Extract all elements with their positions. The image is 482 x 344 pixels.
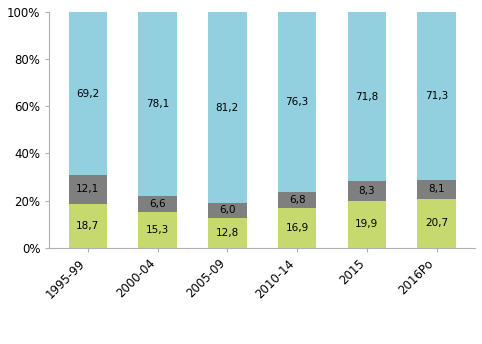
- Text: 6,0: 6,0: [219, 205, 236, 215]
- Text: 76,3: 76,3: [285, 97, 308, 107]
- Text: 19,9: 19,9: [355, 219, 378, 229]
- Bar: [208, 203, 246, 217]
- Bar: [138, 212, 177, 248]
- Legend: Biomassa, Minério Metálico, Minerais não-metálicos: Biomassa, Minério Metálico, Minerais não…: [101, 343, 423, 344]
- Text: 15,3: 15,3: [146, 225, 169, 235]
- Bar: [278, 192, 316, 208]
- Bar: [278, 12, 316, 192]
- Text: 16,9: 16,9: [285, 223, 308, 233]
- Text: 69,2: 69,2: [76, 88, 99, 98]
- Bar: [138, 196, 177, 212]
- Text: 8,1: 8,1: [428, 184, 445, 194]
- Bar: [278, 208, 316, 248]
- Bar: [417, 12, 455, 180]
- Text: 20,7: 20,7: [425, 218, 448, 228]
- Bar: [417, 199, 455, 248]
- Bar: [69, 204, 107, 248]
- Bar: [208, 217, 246, 248]
- Bar: [348, 201, 386, 248]
- Bar: [69, 175, 107, 204]
- Text: 12,8: 12,8: [216, 228, 239, 238]
- Bar: [208, 12, 246, 203]
- Bar: [138, 12, 177, 196]
- Bar: [348, 181, 386, 201]
- Text: 71,3: 71,3: [425, 91, 448, 101]
- Text: 81,2: 81,2: [216, 103, 239, 112]
- Text: 8,3: 8,3: [359, 186, 375, 196]
- Bar: [348, 12, 386, 181]
- Text: 71,8: 71,8: [355, 92, 378, 101]
- Bar: [417, 180, 455, 199]
- Text: 6,8: 6,8: [289, 195, 306, 205]
- Text: 12,1: 12,1: [76, 184, 99, 194]
- Text: 18,7: 18,7: [76, 221, 99, 230]
- Bar: [69, 12, 107, 175]
- Text: 6,6: 6,6: [149, 199, 166, 209]
- Text: 78,1: 78,1: [146, 99, 169, 109]
